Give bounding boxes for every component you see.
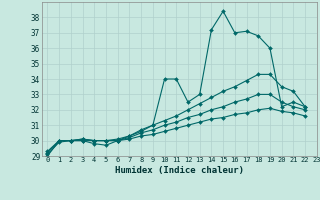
X-axis label: Humidex (Indice chaleur): Humidex (Indice chaleur) — [115, 166, 244, 175]
